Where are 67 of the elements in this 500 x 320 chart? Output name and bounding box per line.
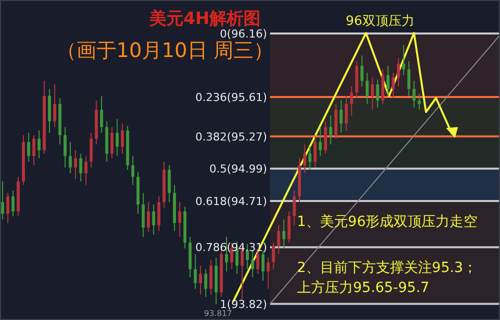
candlestick <box>292 190 296 226</box>
candlestick <box>282 218 286 249</box>
candlestick <box>194 254 197 290</box>
candlestick <box>146 202 150 233</box>
candlestick <box>131 155 134 186</box>
candlestick <box>318 126 322 156</box>
candlestick <box>288 210 291 244</box>
candlestick <box>329 115 332 145</box>
ref-line-label: 0(96.16) <box>220 28 267 40</box>
candlestick <box>1 180 4 220</box>
candlestick <box>168 164 171 203</box>
ref-line-label: 0.5(94.99) <box>209 162 267 176</box>
candlestick <box>402 44 406 76</box>
candlestick <box>116 118 119 156</box>
candlestick <box>79 153 82 182</box>
ref-line-label: 1(93.82) <box>220 298 267 311</box>
candlestick <box>376 79 380 108</box>
candlestick <box>204 268 208 298</box>
candlestick <box>38 130 41 159</box>
candlestick <box>32 134 36 166</box>
candlestick <box>344 95 348 132</box>
candlestick <box>303 144 306 174</box>
candlestick <box>84 155 88 186</box>
annotation: 上方压力95.65-95.7 <box>297 280 430 296</box>
candlestick <box>152 204 156 236</box>
candlestick <box>277 224 280 255</box>
text: （画于10月10日 周三） <box>56 38 274 62</box>
text: 美元4H解析图 <box>148 9 261 29</box>
candlestick <box>392 72 395 99</box>
ref-line-label: 0.236(95.61) <box>195 91 267 104</box>
candlestick <box>142 192 145 238</box>
candlestick <box>396 57 400 88</box>
candlestick <box>308 146 312 170</box>
candlestick <box>178 202 182 238</box>
candlestick <box>157 196 160 232</box>
candlestick <box>340 100 343 134</box>
annotation: 93.817 <box>204 309 232 318</box>
candlestick <box>74 150 78 180</box>
candlestick <box>412 80 416 108</box>
candlestick <box>68 142 72 174</box>
candlestick <box>266 257 270 290</box>
candlestick <box>64 126 67 168</box>
candlestick <box>90 132 93 168</box>
candlestick <box>418 93 421 110</box>
candlestick <box>120 123 124 154</box>
candlestick <box>386 65 390 96</box>
candlestick <box>272 242 275 270</box>
candlestick <box>366 72 369 104</box>
candlestick <box>324 120 328 154</box>
candlestick <box>199 265 202 296</box>
candlestick <box>350 86 354 116</box>
candlestick <box>370 76 374 110</box>
candlestick <box>209 259 212 296</box>
annotation: 2、目前下方支撑关注95.3； <box>297 260 478 276</box>
annotation: 96双顶压力 <box>346 14 414 29</box>
candlestick <box>6 192 10 224</box>
candlestick <box>360 54 364 88</box>
candlestick <box>12 190 15 217</box>
candlestick <box>100 95 104 134</box>
candlestick <box>407 60 410 96</box>
ref-line-label: 0.618(94.71) <box>195 195 267 208</box>
candlestick <box>53 84 56 128</box>
candlestick <box>27 132 30 162</box>
annotation: 1、美元96形成双顶压力走空 <box>297 214 478 230</box>
candlestick <box>110 126 114 159</box>
ref-line-label: 0.382(95.27) <box>195 130 267 144</box>
candlestick <box>314 134 317 168</box>
